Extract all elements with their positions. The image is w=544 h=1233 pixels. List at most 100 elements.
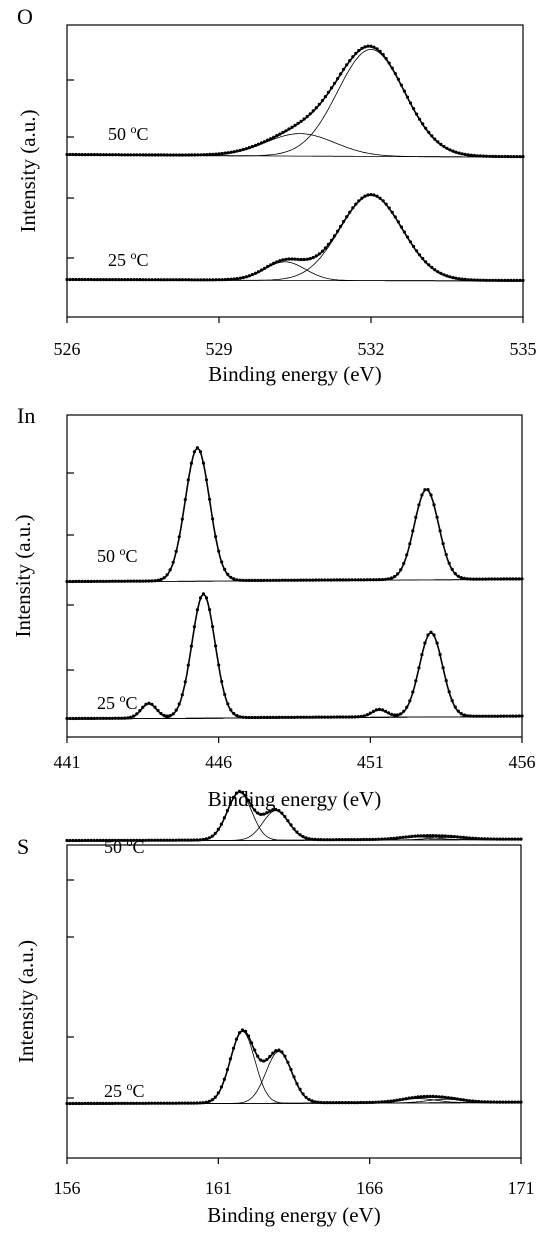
data-point bbox=[125, 1101, 130, 1105]
data-point bbox=[153, 153, 157, 157]
plot-frame bbox=[66, 24, 524, 318]
data-point bbox=[467, 836, 472, 840]
xps-panel-s: S 156 161 166 171 Binding energy (eV) Intensit… bbox=[14, 789, 535, 1227]
data-point bbox=[455, 835, 459, 839]
data-point bbox=[119, 838, 124, 842]
data-point bbox=[374, 837, 378, 841]
data-point bbox=[232, 277, 236, 281]
data-point bbox=[474, 714, 479, 718]
data-point bbox=[283, 578, 287, 582]
data-point bbox=[339, 72, 343, 76]
data-point bbox=[107, 838, 111, 843]
data-point bbox=[350, 715, 354, 719]
data-point bbox=[512, 155, 516, 159]
data-point bbox=[256, 811, 260, 815]
data-point bbox=[95, 838, 99, 843]
data-point bbox=[377, 837, 381, 841]
data-point bbox=[165, 573, 169, 577]
data-point bbox=[329, 238, 334, 242]
data-point bbox=[98, 716, 102, 720]
x-axis-title: Binding energy (eV) bbox=[208, 787, 381, 811]
data-point bbox=[445, 274, 449, 278]
data-point bbox=[368, 711, 372, 715]
data-point bbox=[132, 838, 136, 842]
data-point bbox=[506, 154, 510, 159]
data-point bbox=[222, 1077, 226, 1081]
data-point bbox=[414, 515, 418, 520]
data-point bbox=[292, 715, 297, 719]
envelope-fit bbox=[67, 194, 523, 282]
data-point bbox=[256, 270, 261, 274]
data-point bbox=[451, 276, 455, 280]
temperature-label: 25 oC bbox=[108, 248, 149, 270]
data-point bbox=[472, 153, 476, 158]
data-point bbox=[68, 277, 72, 282]
data-point bbox=[468, 577, 472, 581]
data-point bbox=[135, 153, 139, 157]
data-point bbox=[83, 277, 87, 282]
data-point bbox=[186, 663, 190, 667]
data-point bbox=[214, 278, 218, 282]
data-point bbox=[229, 150, 233, 154]
data-point bbox=[126, 579, 130, 583]
data-point bbox=[510, 1100, 514, 1104]
data-point bbox=[186, 478, 190, 482]
data-point bbox=[415, 112, 419, 116]
data-point bbox=[348, 59, 352, 63]
data-point bbox=[274, 1049, 278, 1053]
data-point bbox=[123, 278, 127, 282]
data-point bbox=[262, 578, 266, 582]
data-point bbox=[469, 153, 473, 157]
data-point bbox=[338, 715, 342, 719]
data-point bbox=[80, 716, 84, 721]
data-point bbox=[104, 278, 109, 282]
data-point bbox=[277, 1048, 281, 1052]
data-point bbox=[235, 277, 239, 281]
data-point bbox=[117, 716, 121, 720]
data-point bbox=[415, 249, 419, 253]
data-point bbox=[399, 712, 403, 716]
data-point bbox=[98, 838, 102, 843]
data-point bbox=[177, 1101, 181, 1105]
data-point bbox=[117, 278, 121, 282]
data-point bbox=[432, 503, 436, 507]
data-point bbox=[518, 278, 522, 282]
data-point bbox=[220, 679, 224, 684]
data-point bbox=[450, 567, 454, 572]
data-point bbox=[423, 488, 427, 492]
data-point bbox=[92, 579, 96, 583]
data-point bbox=[237, 789, 242, 794]
data-point bbox=[469, 278, 473, 282]
data-point bbox=[520, 714, 524, 718]
data-point bbox=[74, 277, 78, 282]
data-point bbox=[183, 1101, 187, 1105]
data-point bbox=[427, 263, 431, 267]
data-point bbox=[284, 129, 288, 133]
data-point bbox=[499, 714, 503, 718]
data-point bbox=[168, 1101, 172, 1105]
data-point bbox=[113, 838, 117, 842]
data-point bbox=[383, 709, 388, 713]
data-point bbox=[384, 202, 388, 206]
data-point bbox=[217, 278, 221, 282]
data-point bbox=[186, 838, 190, 842]
data-point bbox=[356, 715, 360, 719]
spectrum-1: 25 oC bbox=[65, 1028, 523, 1106]
data-point bbox=[445, 146, 449, 150]
data-point bbox=[144, 579, 148, 583]
data-point bbox=[343, 1101, 348, 1105]
data-point bbox=[317, 578, 321, 582]
data-point bbox=[89, 153, 93, 157]
data-point bbox=[187, 278, 191, 282]
data-point bbox=[487, 714, 491, 718]
data-point bbox=[132, 153, 136, 157]
x-tick-label: 156 bbox=[54, 1178, 81, 1198]
data-point bbox=[339, 224, 343, 228]
data-point bbox=[68, 579, 72, 584]
data-point bbox=[250, 803, 254, 808]
data-point bbox=[202, 278, 206, 282]
data-point bbox=[323, 715, 327, 719]
data-point bbox=[278, 259, 282, 263]
data-point bbox=[86, 716, 90, 721]
data-point bbox=[368, 1100, 372, 1104]
